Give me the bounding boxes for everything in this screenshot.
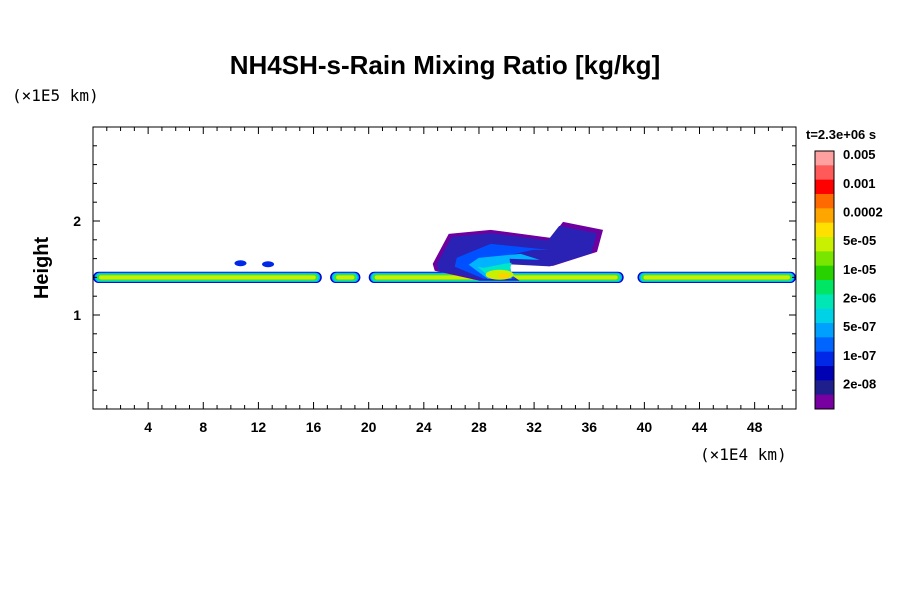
y-axis-unit: (×1E5 km) <box>12 86 99 105</box>
x-tick-label: 44 <box>692 419 708 435</box>
y-tick-label: 1 <box>73 307 81 323</box>
colorbar-label: 5e-05 <box>843 233 876 248</box>
x-tick-label: 12 <box>251 419 267 435</box>
y-axis-label: Height <box>31 237 53 300</box>
colorbar-swatch <box>815 351 834 367</box>
x-tick-label: 16 <box>306 419 322 435</box>
colorbar-swatch <box>815 194 834 209</box>
colorbar-label: 1e-05 <box>843 262 876 277</box>
layer-band <box>643 275 790 280</box>
colorbar-label: 5e-07 <box>843 319 876 334</box>
colorbar-swatch <box>815 165 834 181</box>
colorbar-label: 1e-07 <box>843 348 876 363</box>
isolated-cell <box>262 261 275 268</box>
colorbar-swatch <box>815 151 834 166</box>
colorbar-swatch <box>815 251 834 267</box>
colorbar-swatch <box>815 308 834 324</box>
colorbar-label: 2e-06 <box>843 290 876 305</box>
colorbar: 0.005 0.001 0.0002 5e-05 1e-05 2e-06 5e-07 1e-0… <box>814 147 883 410</box>
colorbar-label: 2e-08 <box>843 376 876 391</box>
colorbar-swatch <box>815 366 834 381</box>
colorbar-label: 0.001 <box>843 176 876 191</box>
colorbar-swatch <box>815 337 834 353</box>
colorbar-swatch <box>815 394 834 410</box>
colorbar-swatch <box>815 208 834 224</box>
colorbar-swatch <box>815 179 834 195</box>
x-axis-unit: (×1E4 km) <box>700 445 787 464</box>
storm-plume <box>432 221 604 281</box>
layer-band <box>99 275 316 280</box>
colorbar-swatch <box>815 237 834 252</box>
colorbar-swatch <box>815 294 834 310</box>
colorbar-swatch <box>815 222 834 238</box>
y-tick-label: 2 <box>73 213 81 229</box>
colorbar-swatch <box>815 265 834 281</box>
x-tick-label: 24 <box>416 419 432 435</box>
x-tick-label: 32 <box>526 419 542 435</box>
time-label: t=2.3e+06 s <box>806 127 876 142</box>
colorbar-label: 0.0002 <box>843 204 883 219</box>
x-tick-label: 28 <box>471 419 487 435</box>
colorbar-frame <box>814 150 835 410</box>
colorbar-swatch <box>815 280 834 295</box>
colorbar-label: 0.005 <box>843 147 876 162</box>
x-tick-label: 8 <box>199 419 207 435</box>
colorbar-swatch <box>815 323 834 338</box>
x-tick-label: 20 <box>361 419 377 435</box>
plume-base-core <box>497 273 510 279</box>
x-tick-label: 36 <box>581 419 597 435</box>
colorbar-swatch <box>815 380 834 396</box>
x-tick-label: 40 <box>637 419 653 435</box>
chart-title: NH4SH-s-Rain Mixing Ratio [kg/kg] <box>230 50 660 80</box>
plot-frame <box>92 126 797 410</box>
x-tick-label: 48 <box>747 419 763 435</box>
isolated-cell <box>234 260 247 267</box>
x-tick-label: 4 <box>144 419 152 435</box>
layer-band <box>336 275 355 280</box>
